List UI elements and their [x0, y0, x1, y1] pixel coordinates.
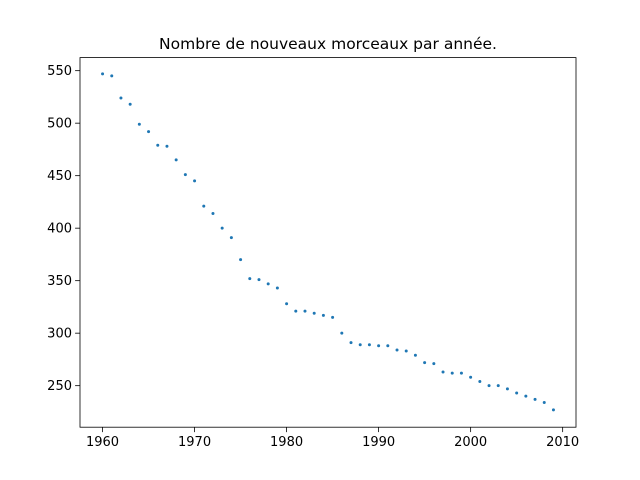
x-tick-label: 1980 — [270, 435, 303, 450]
data-point — [165, 144, 169, 148]
y-tick-label: 550 — [47, 64, 72, 79]
data-point — [395, 348, 399, 352]
x-tick-label: 2000 — [454, 435, 487, 450]
data-point — [459, 371, 463, 375]
data-point — [551, 408, 555, 412]
data-point — [303, 309, 307, 313]
data-point — [496, 384, 500, 388]
data-point — [110, 74, 114, 78]
data-point — [193, 179, 197, 183]
data-point — [524, 394, 528, 398]
data-point — [294, 309, 298, 313]
data-points — [101, 72, 555, 412]
data-point — [156, 143, 160, 147]
data-point — [220, 226, 224, 230]
data-point — [469, 375, 473, 379]
plot-frame — [79, 57, 577, 428]
x-tick-label: 1970 — [178, 435, 211, 450]
y-axis-ticks: 250 300 350 400 450 500 550 — [47, 64, 80, 394]
data-point — [101, 72, 105, 76]
data-point — [147, 130, 151, 134]
data-point — [349, 341, 353, 345]
y-tick-label: 350 — [47, 274, 72, 289]
data-point — [183, 173, 187, 177]
data-point — [275, 286, 279, 290]
data-point — [423, 361, 427, 365]
data-point — [432, 362, 436, 366]
data-point — [386, 344, 390, 348]
data-point — [340, 331, 344, 335]
chart-title: Nombre de nouveaux morceaux par année. — [159, 35, 497, 53]
data-point — [478, 379, 482, 383]
data-point — [239, 258, 243, 262]
data-point — [487, 384, 491, 388]
data-point — [128, 102, 132, 106]
data-point — [413, 353, 417, 357]
data-point — [331, 315, 335, 319]
data-point — [367, 343, 371, 347]
data-point — [137, 122, 141, 126]
x-tick-label: 1960 — [86, 435, 119, 450]
x-tick-label: 1990 — [362, 435, 395, 450]
data-point — [404, 349, 408, 353]
y-tick-label: 450 — [47, 169, 72, 184]
data-point — [229, 236, 233, 240]
data-point — [542, 400, 546, 404]
y-tick-label: 400 — [47, 222, 72, 237]
data-point — [450, 371, 454, 375]
data-point — [266, 282, 270, 286]
data-point — [505, 387, 509, 391]
data-point — [174, 158, 178, 162]
data-point — [358, 343, 362, 347]
data-point — [257, 278, 261, 282]
data-point — [515, 391, 519, 395]
x-axis-ticks: 1960 1970 1980 1990 2000 2010 — [86, 427, 579, 450]
data-point — [202, 204, 206, 208]
data-point — [377, 344, 381, 348]
data-point — [321, 313, 325, 317]
y-tick-label: 250 — [47, 379, 72, 394]
data-point — [441, 370, 445, 374]
data-point — [312, 311, 316, 315]
data-point — [285, 302, 289, 306]
y-tick-label: 300 — [47, 327, 72, 342]
x-tick-label: 2010 — [546, 435, 579, 450]
data-point — [248, 277, 252, 281]
data-point — [119, 96, 123, 100]
data-point — [211, 211, 215, 215]
data-point — [533, 397, 537, 401]
y-tick-label: 500 — [47, 117, 72, 132]
